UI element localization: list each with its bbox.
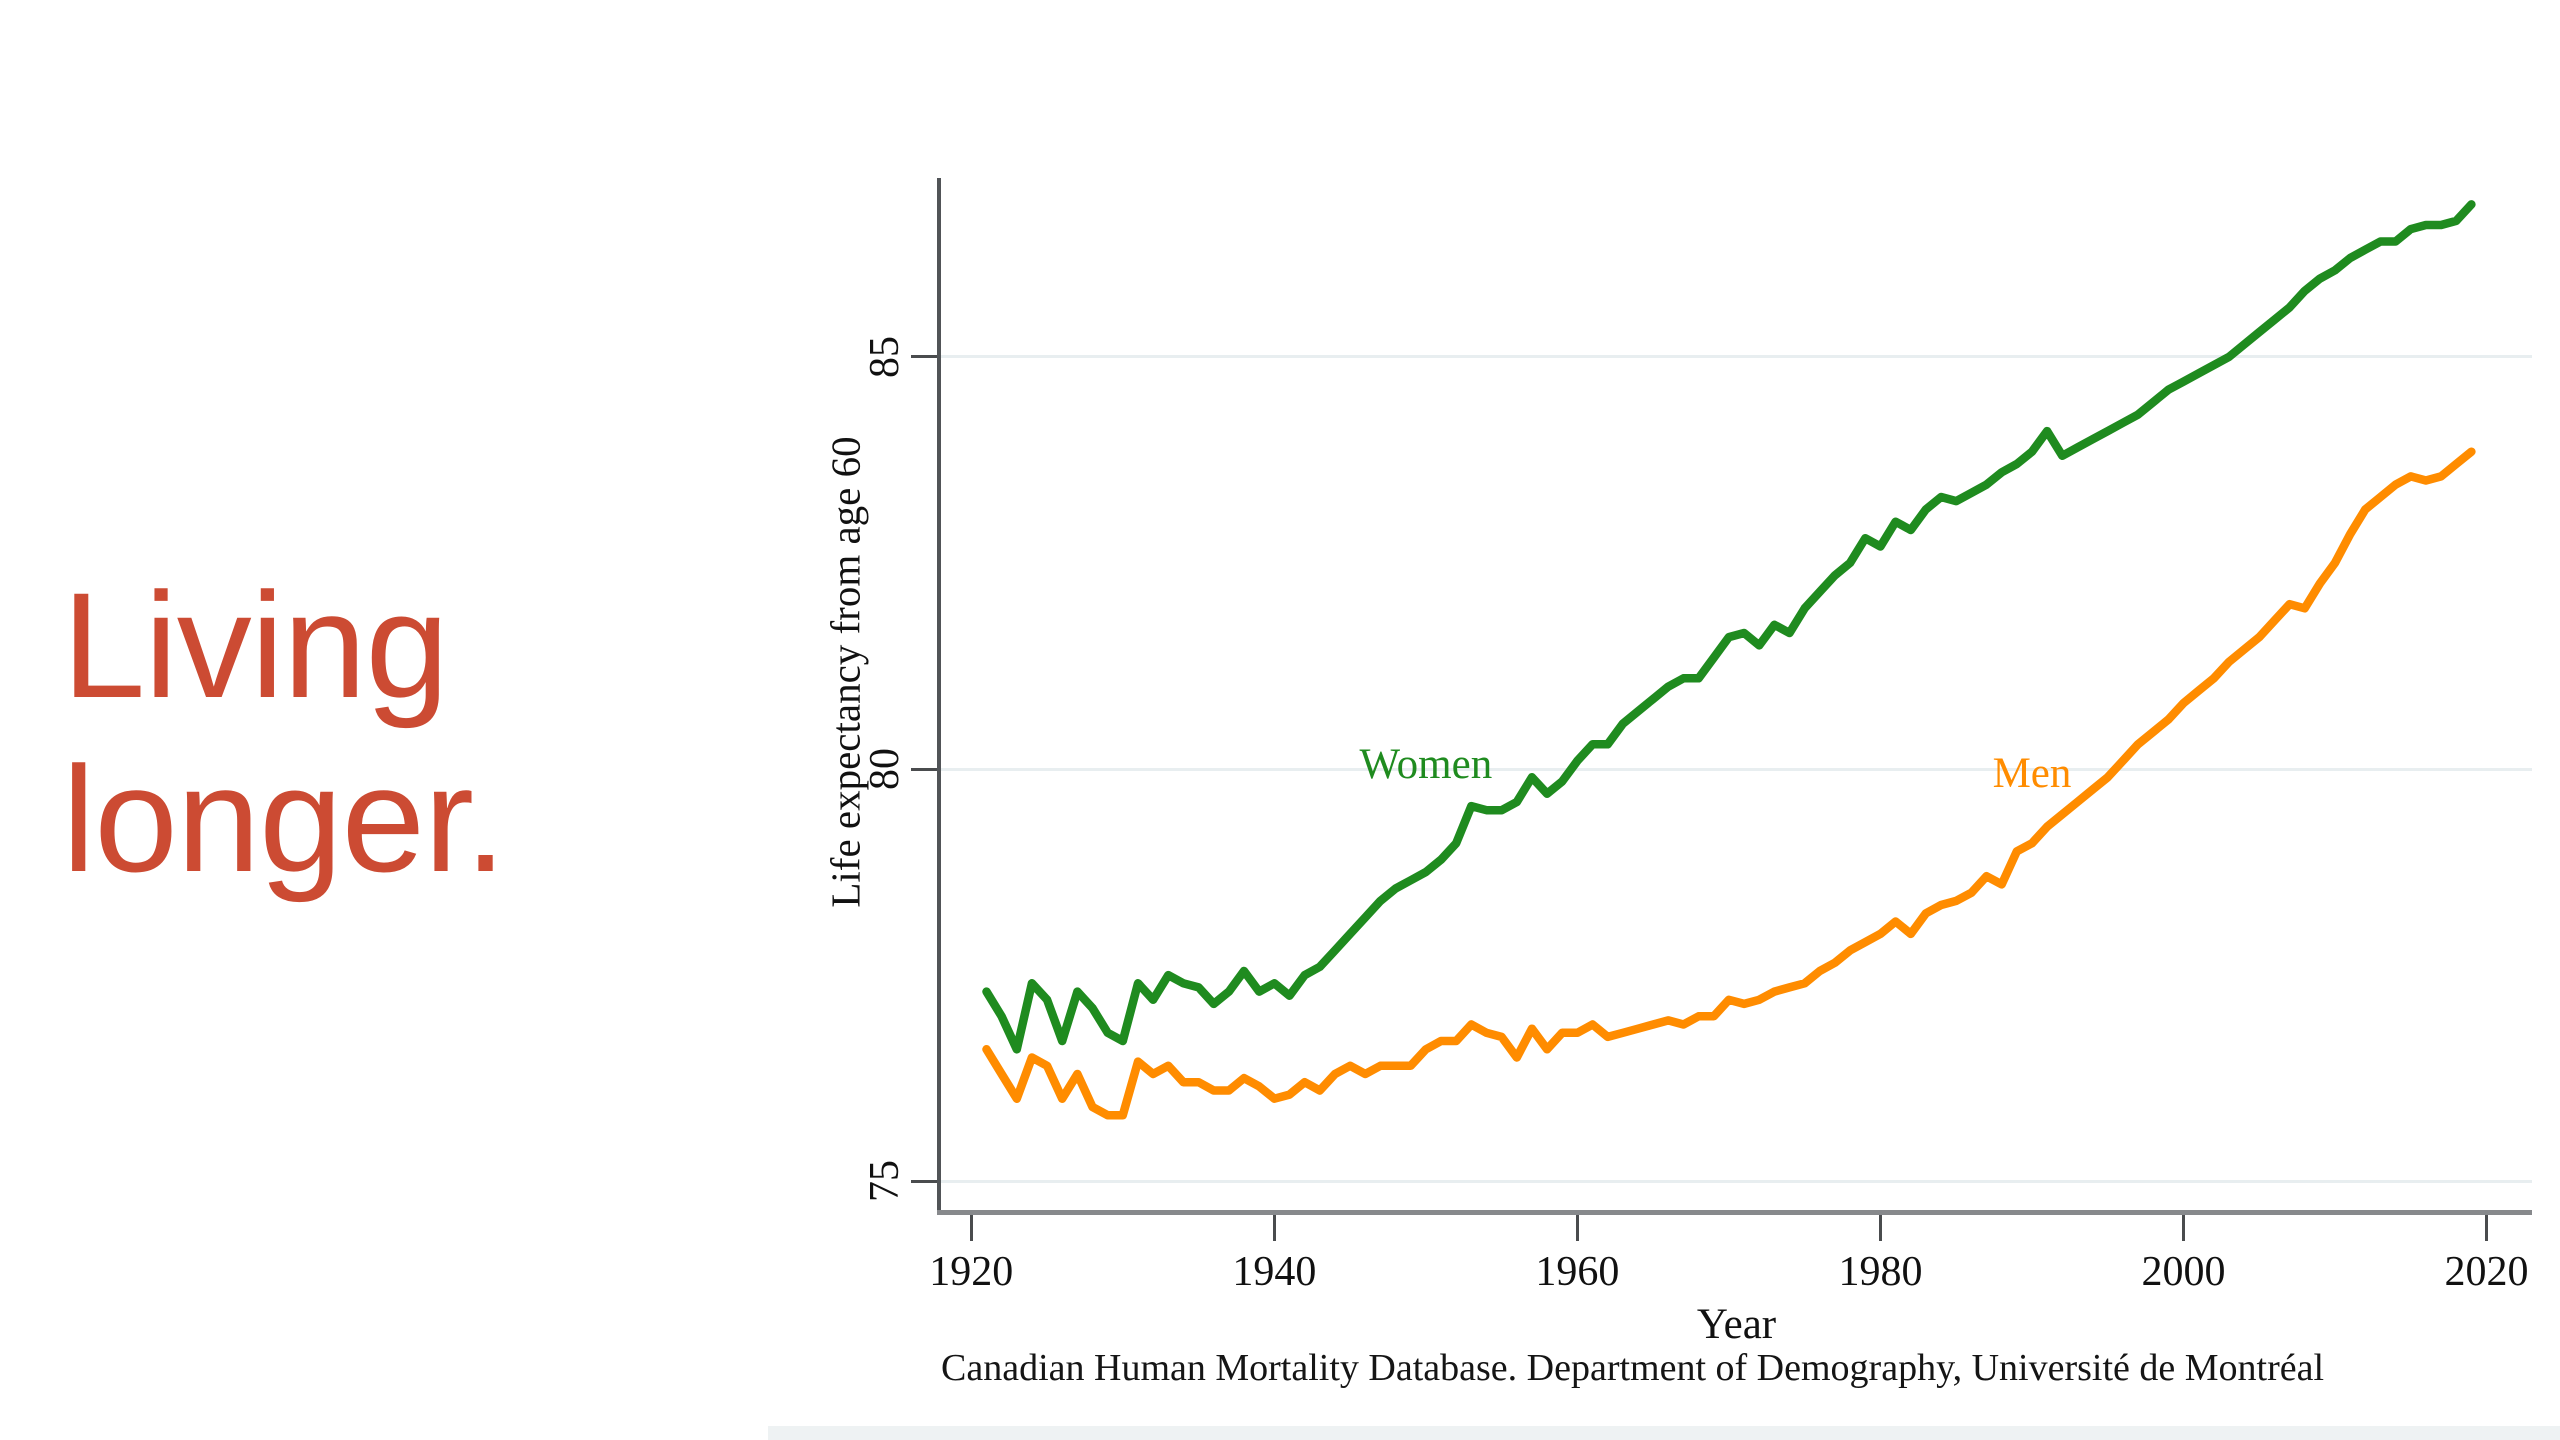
x-tick-2000 [2181, 1215, 2185, 1241]
gridline-y-80 [941, 767, 2532, 771]
source-caption: Canadian Human Mortality Database. Depar… [941, 1347, 2325, 1389]
gridline-y-85 [941, 355, 2532, 359]
x-tick-label-text: 1960 [1535, 1249, 1620, 1295]
x-tick-1920 [969, 1215, 973, 1241]
x-tick-label-text: 2020 [2444, 1249, 2529, 1295]
x-axis-label-text: Year [1696, 1300, 1777, 1348]
life-expectancy-chart-plot-area: Life expectancy from age 60 Year 75 80 85 1… [823, 178, 2532, 1348]
series-line-women [982, 200, 2476, 1054]
x-tick-1980 [1878, 1215, 1882, 1241]
x-tick-label-text: 1940 [1232, 1249, 1317, 1295]
gridline-y-75 [941, 1179, 2532, 1183]
y-axis-label-text: Life expectancy from age 60 [823, 436, 870, 908]
x-tick-label-text: 1980 [1838, 1249, 1923, 1295]
y-tick-80 [911, 767, 937, 771]
x-tick-1940 [1272, 1215, 1276, 1241]
series-label-text: Men [1992, 749, 2072, 797]
y-tick-label-text: 75 [862, 1160, 908, 1203]
x-tick-1960 [1575, 1215, 1579, 1241]
y-tick-label-text: 80 [862, 748, 908, 790]
title-line-1: Living [62, 561, 449, 729]
footer-strip [768, 1426, 2560, 1440]
page-title: Living longer. [62, 558, 506, 906]
y-axis-line [937, 178, 941, 1215]
y-tick-75 [911, 1179, 937, 1183]
x-axis-line [937, 1210, 2532, 1215]
series-label-text: Women [1359, 741, 1493, 789]
line-series-canvas [982, 200, 2476, 1120]
series-line-men [982, 447, 2476, 1120]
x-tick-2020 [2485, 1215, 2489, 1241]
y-tick-label-text: 85 [862, 335, 908, 378]
x-tick-label-text: 2000 [2141, 1249, 2226, 1295]
y-tick-85 [911, 355, 937, 359]
title-line-2: longer. [62, 735, 506, 903]
x-tick-label-text: 1920 [929, 1249, 1014, 1295]
